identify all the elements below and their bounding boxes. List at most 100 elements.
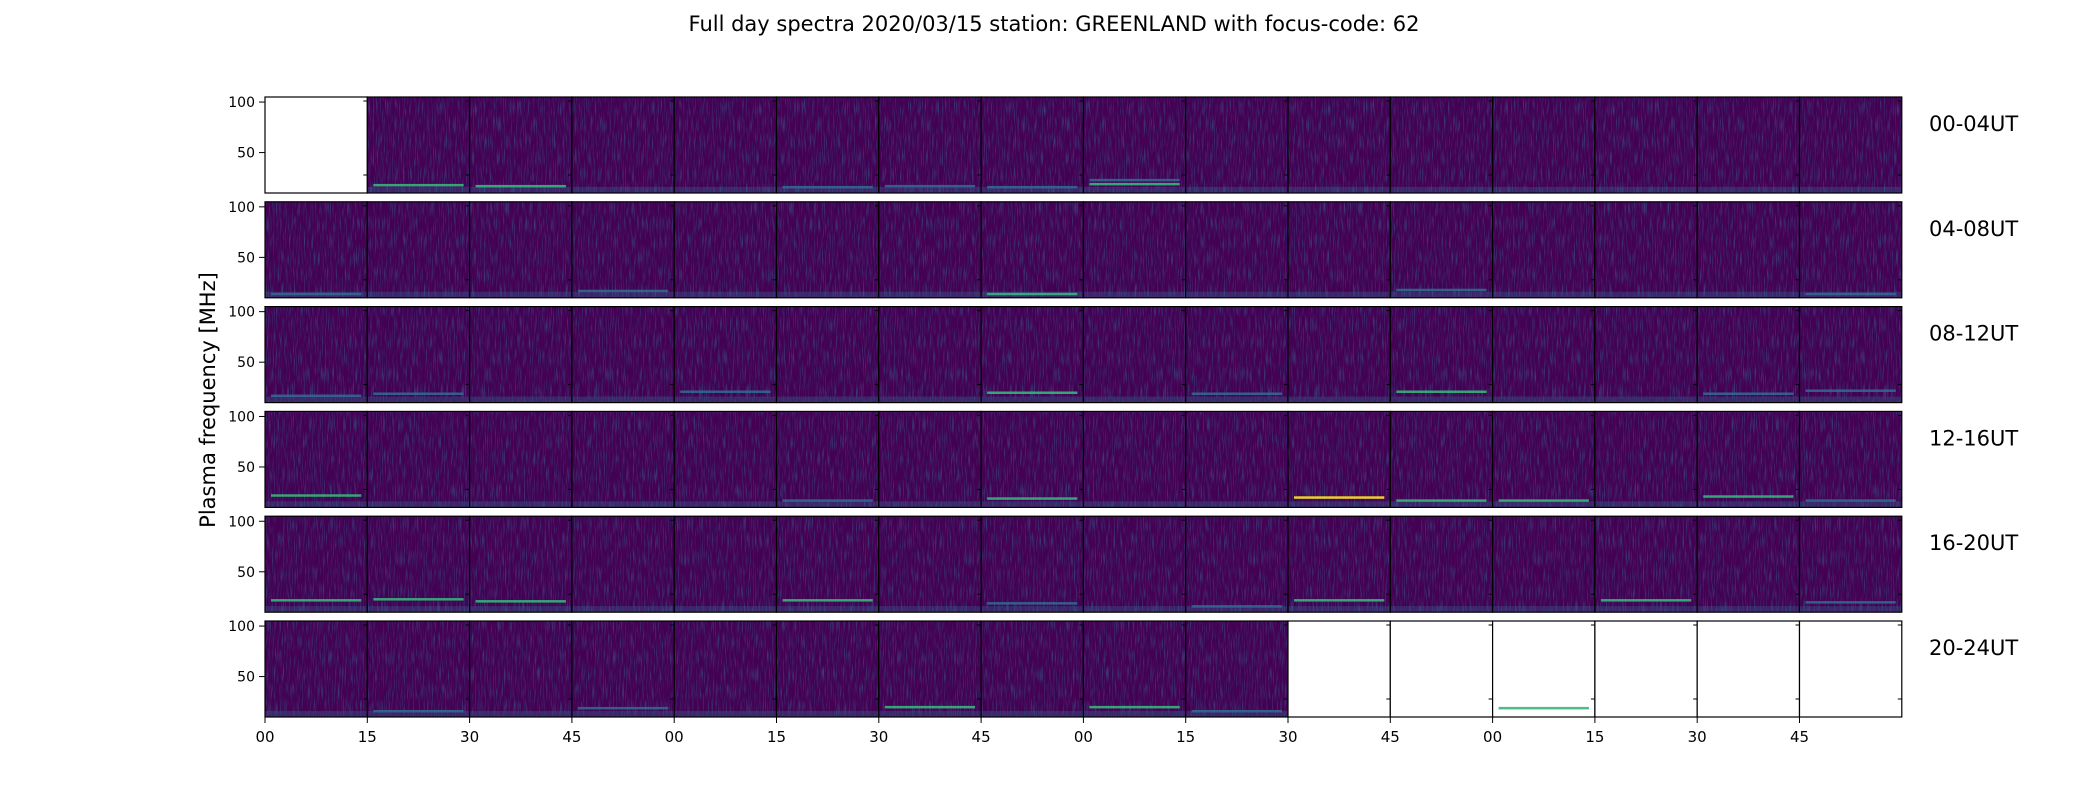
low-frequency-band (1185, 396, 1288, 403)
panel-noise (265, 201, 368, 298)
x-tick-label: 30 (460, 728, 479, 746)
panel-background (1799, 621, 1902, 717)
low-frequency-band (776, 606, 879, 613)
panel-noise (367, 516, 470, 613)
low-frequency-band (469, 710, 572, 717)
spectrogram-panel (264, 201, 368, 299)
panel-noise (1288, 411, 1391, 508)
panel-noise (776, 201, 879, 298)
panel-noise (674, 411, 777, 508)
low-frequency-band (571, 710, 675, 717)
interference-trace (884, 705, 976, 709)
panel-noise (981, 411, 1084, 508)
interference-trace (1191, 605, 1282, 608)
panel-noise (1492, 516, 1595, 613)
spectrogram-panel (673, 620, 778, 718)
low-frequency-band (674, 710, 777, 717)
spectrogram-panel (1389, 201, 1494, 299)
interference-trace (987, 497, 1078, 500)
spectrogram-panel (1491, 410, 1596, 508)
y-tick-label: 50 (237, 250, 255, 266)
panel-noise (1185, 306, 1288, 403)
spectrogram-panel (469, 201, 573, 299)
low-frequency-band (1492, 186, 1595, 193)
panel-noise (1083, 201, 1186, 298)
spectrogram-panel (878, 515, 982, 613)
panel-noise (1594, 201, 1698, 298)
y-tick-label: 100 (228, 95, 255, 111)
low-frequency-band (1288, 291, 1391, 298)
low-frequency-band (1492, 501, 1595, 508)
spectrogram-panel (1594, 201, 1698, 299)
low-frequency-band (1083, 606, 1186, 613)
panel-noise (1697, 201, 1800, 298)
y-tick-label: 50 (237, 565, 255, 581)
spectrogram-panel (1082, 96, 1187, 194)
interference-trace (680, 390, 771, 393)
panel-frame (1798, 410, 1903, 508)
spectrogram-panel (366, 306, 471, 404)
panel-background (265, 97, 368, 193)
x-tick-label: 15 (1585, 728, 1604, 746)
low-frequency-band (1288, 186, 1391, 193)
spectrogram-panel (1696, 96, 1801, 194)
low-frequency-band (367, 396, 470, 403)
panel-frame (1798, 96, 1903, 194)
spectrogram-panel (878, 620, 982, 718)
interference-trace (1805, 389, 1896, 392)
panel-frame (1798, 201, 1903, 299)
panel-noise (674, 306, 777, 403)
interference-trace (884, 184, 976, 188)
low-frequency-band (1185, 291, 1288, 298)
interference-trace (1089, 178, 1180, 182)
interference-trace (1600, 599, 1692, 602)
empty-panel (1491, 620, 1596, 718)
panel-noise (878, 201, 982, 298)
low-frequency-band (1492, 396, 1595, 403)
interference-trace (577, 706, 669, 710)
spectrogram-panel (1287, 515, 1391, 613)
panel-noise (1288, 97, 1391, 193)
spectrogram-panel (878, 410, 982, 508)
panel-noise (1492, 201, 1595, 298)
spectrogram-panel (980, 410, 1084, 508)
spectrogram-panel (469, 96, 573, 194)
panel-noise (571, 516, 675, 613)
spectrogram-panel (1185, 620, 1289, 718)
row-label: 08-12UT (1929, 322, 2018, 346)
spectrogram-panel (571, 306, 675, 404)
panel-noise (981, 97, 1084, 193)
low-frequency-band (981, 396, 1084, 403)
spectrogram-panel (1287, 410, 1391, 508)
low-frequency-band (571, 291, 675, 298)
empty-panel (1594, 620, 1698, 718)
interference-trace (782, 599, 873, 602)
low-frequency-band (1185, 710, 1288, 717)
low-frequency-band (878, 291, 982, 298)
panel-noise (674, 97, 777, 193)
panel-noise (469, 97, 572, 193)
panel-background (1697, 621, 1800, 717)
spectrogram-panel (980, 306, 1084, 404)
row-label: 00-04UT (1929, 112, 2018, 136)
panel-noise (878, 516, 982, 613)
panel-background (1288, 621, 1391, 717)
interference-trace (1191, 709, 1282, 713)
spectrogram-panel (1594, 515, 1698, 613)
panel-noise (571, 97, 675, 193)
spectrogram-panel (469, 410, 573, 508)
low-frequency-band (878, 710, 982, 717)
interference-trace (1089, 705, 1180, 709)
spectrogram-panel (1491, 96, 1596, 194)
panel-noise (1390, 97, 1493, 193)
low-frequency-band (469, 291, 572, 298)
low-frequency-band (1083, 396, 1186, 403)
x-tick-label: 00 (1483, 728, 1502, 746)
low-frequency-band (1390, 501, 1493, 508)
spectrogram-panel (775, 201, 880, 299)
spectrogram-panel (1389, 96, 1494, 194)
spectrogram-panel (1798, 410, 1903, 508)
interference-trace (1805, 292, 1896, 296)
spectrogram-panel (571, 620, 675, 718)
spectra-row: 100 50 20-24UT (228, 619, 2018, 718)
